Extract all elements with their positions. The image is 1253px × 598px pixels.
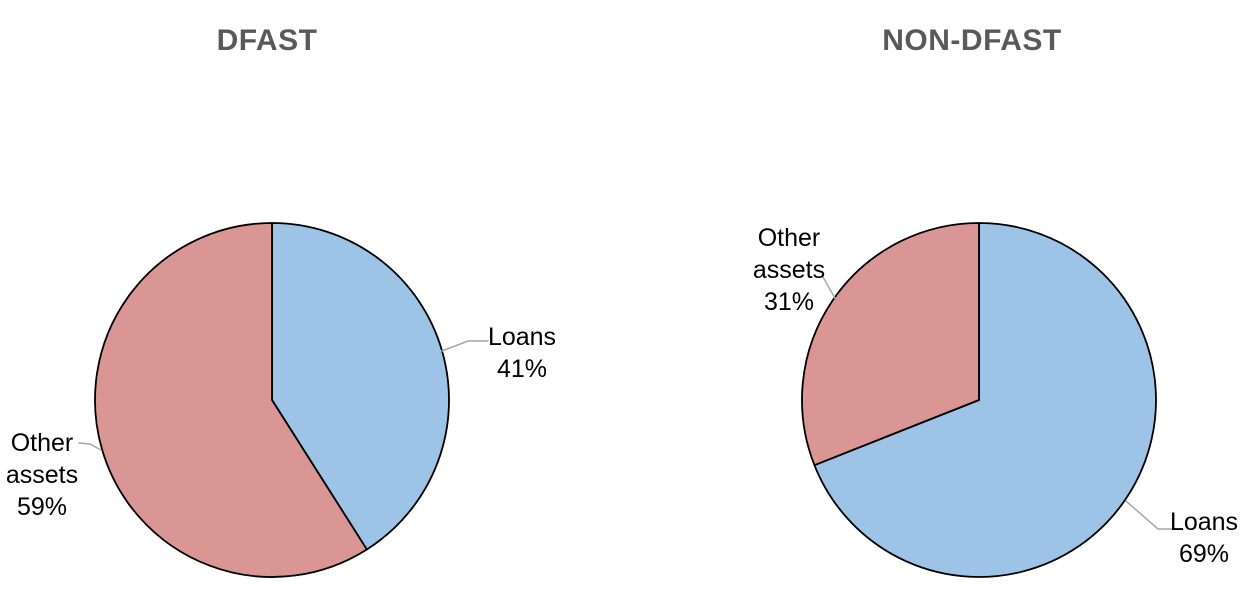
label-line: Loans	[487, 323, 557, 351]
chart-title-non-dfast: NON-DFAST	[882, 24, 1062, 57]
label-line: assets	[5, 461, 79, 489]
label-line: 41%	[496, 355, 548, 383]
pie-dfast	[94, 222, 450, 578]
pie-slice-loans	[813, 222, 1157, 578]
label-line: Other	[10, 429, 74, 457]
label-line: 69%	[1178, 540, 1230, 568]
label-dfast-loans: Loans 41%	[452, 321, 592, 385]
label-line: Other	[757, 224, 821, 252]
label-line: Loans	[1169, 508, 1239, 536]
label-nondfast-loans: Loans 69%	[1134, 506, 1253, 570]
leader-line-dfast-loans	[441, 340, 489, 352]
leader-line-nondfast-loans	[1125, 500, 1174, 530]
pie-slice-other-assets	[94, 222, 368, 578]
label-dfast-other-assets: Other assets 59%	[0, 427, 112, 523]
chart-title-dfast: DFAST	[216, 24, 318, 57]
pie-slice-other-assets	[801, 222, 980, 467]
label-nondfast-other-assets: Other assets 31%	[719, 222, 859, 318]
label-line: assets	[752, 256, 826, 284]
pie-non-dfast	[801, 222, 1157, 578]
label-line: 59%	[16, 493, 68, 521]
leader-line-nondfast-other-assets	[822, 276, 837, 301]
label-line: 31%	[763, 288, 815, 316]
leader-line-dfast-other-assets	[78, 442, 102, 451]
